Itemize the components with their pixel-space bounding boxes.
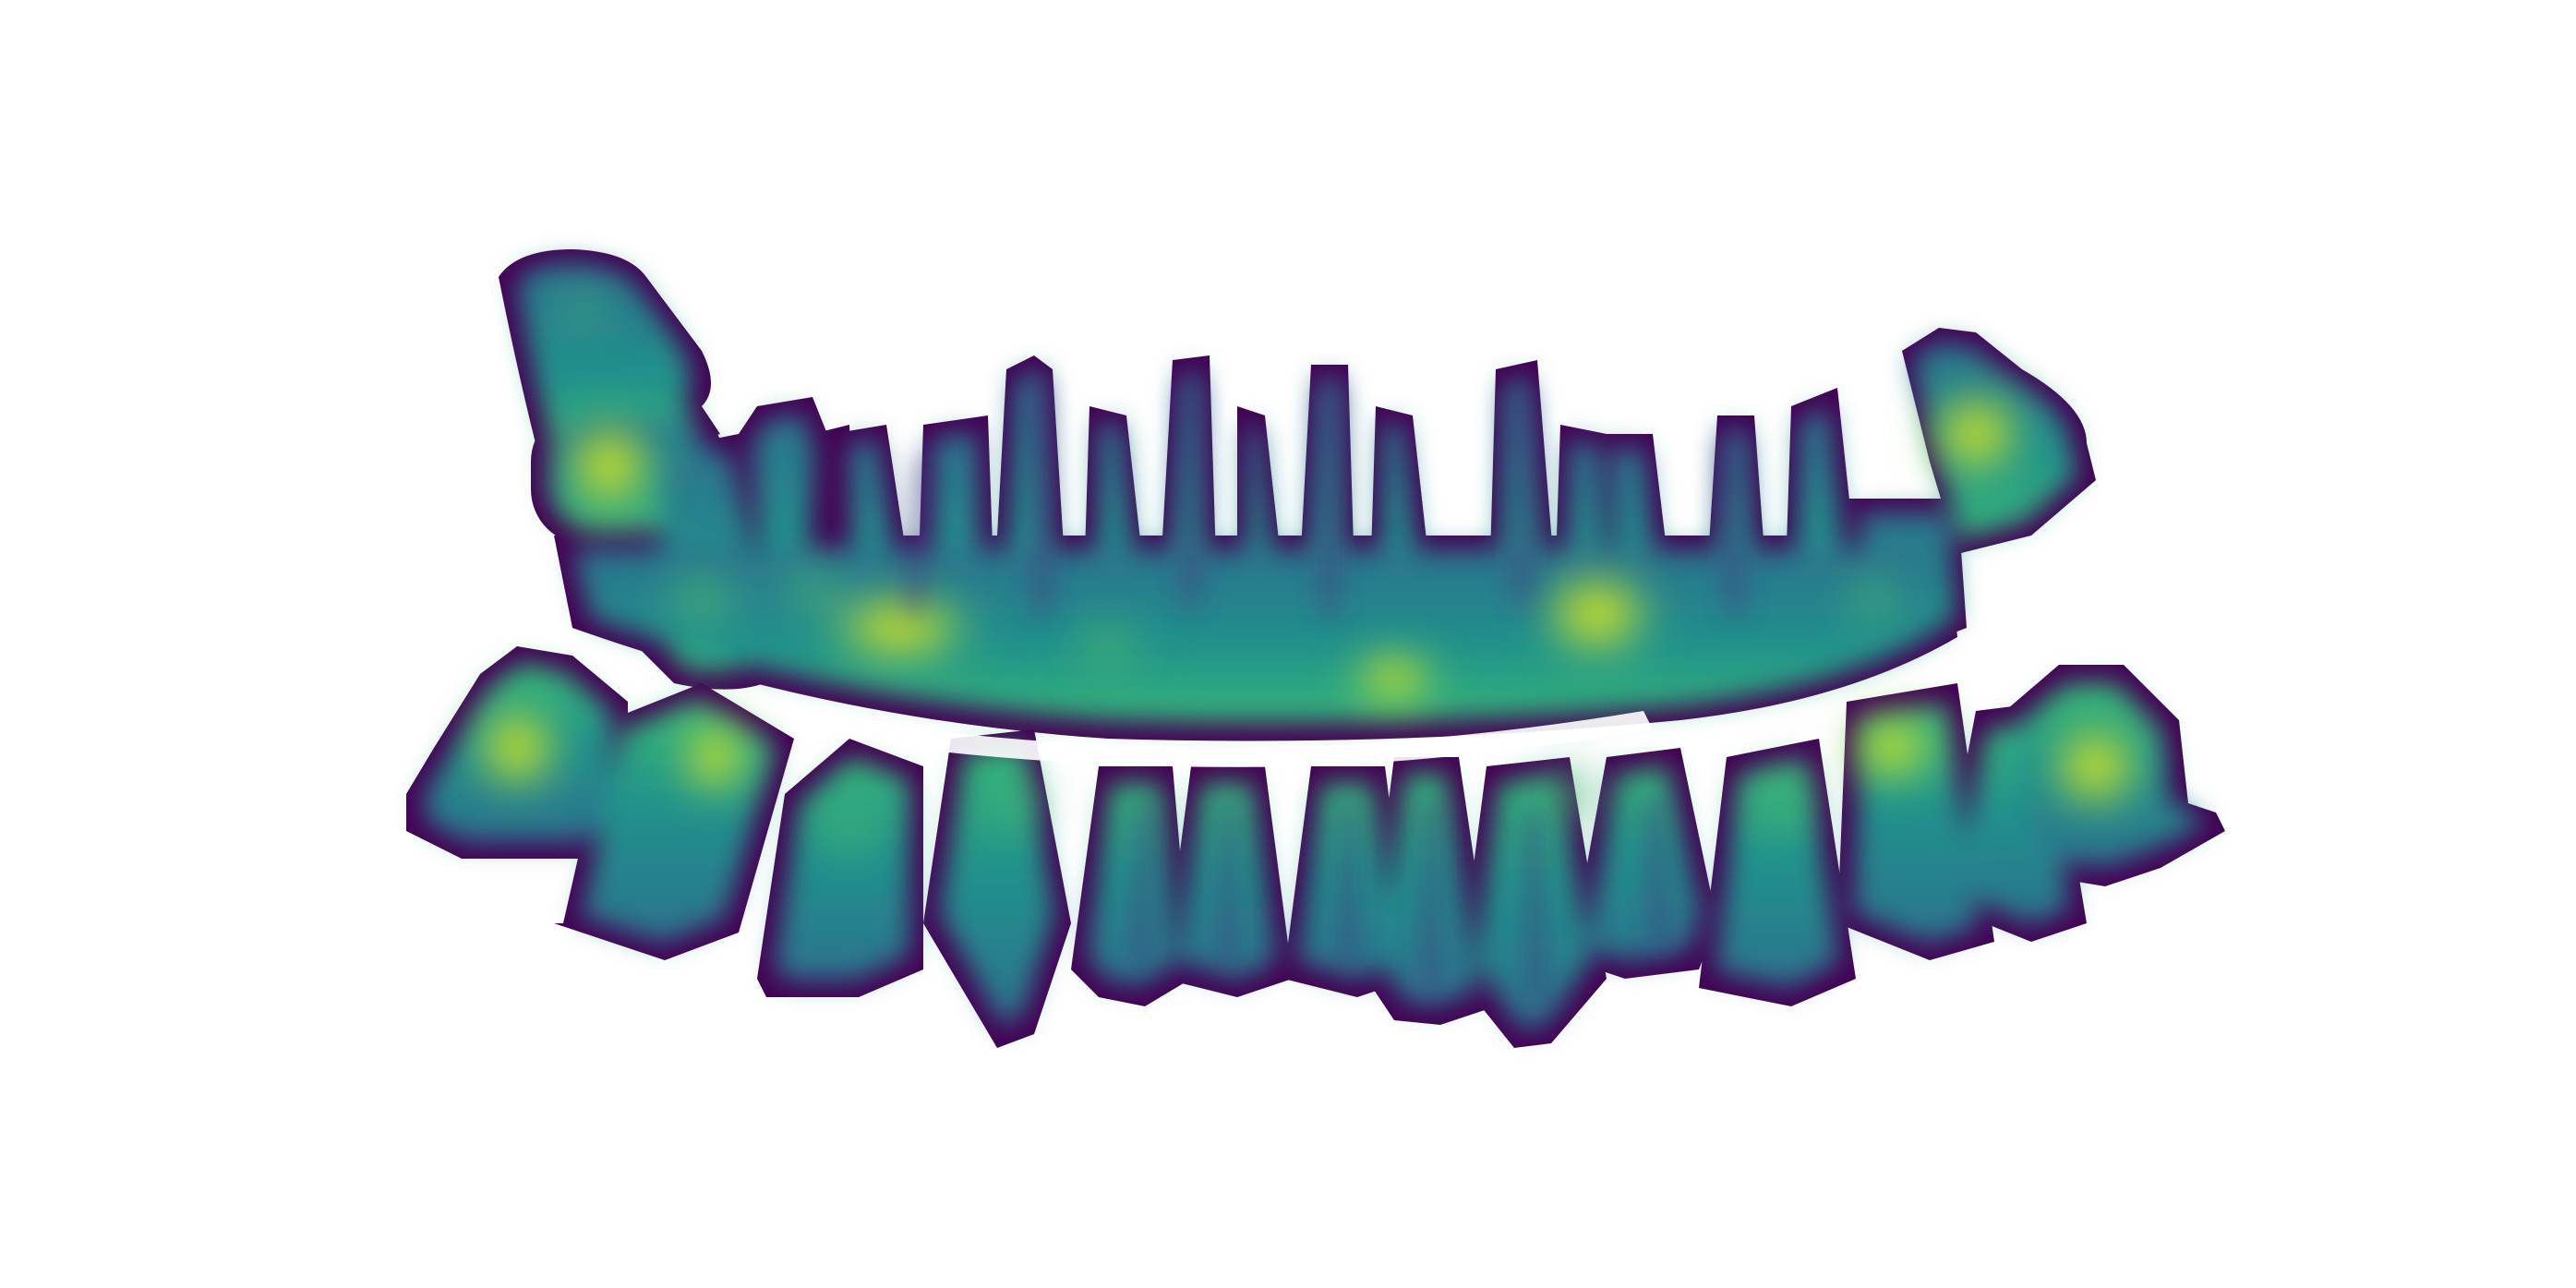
lower-arch-root-channels [1134, 797, 1668, 1004]
lower-arch [406, 646, 2225, 1048]
lower-arch-body [425, 663, 2203, 1029]
upper-arch-hotspots [549, 282, 2031, 711]
upper-arch [499, 249, 2096, 741]
occlusal-gap [923, 711, 1653, 767]
lower-arch-hotspots [466, 697, 2151, 873]
upper-arch-root-channels [908, 381, 1742, 616]
